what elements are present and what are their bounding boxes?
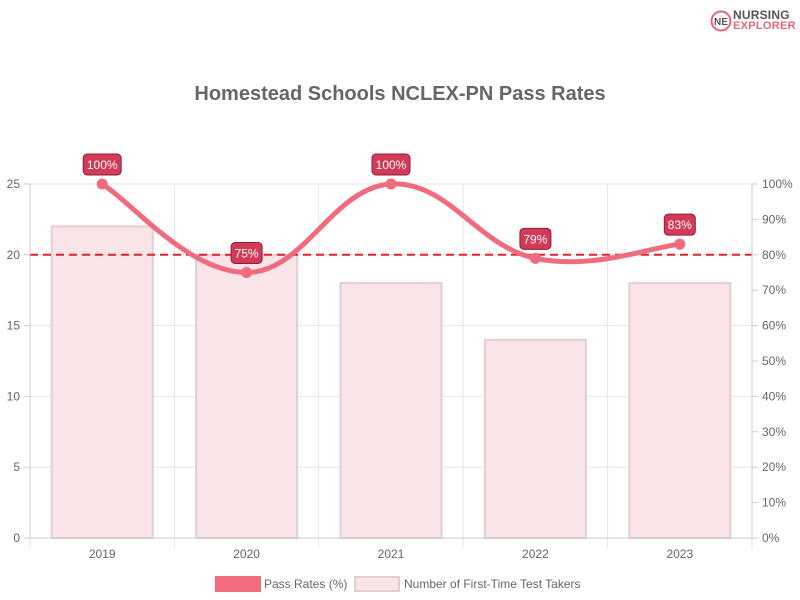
y-right-tick-label: 10% (762, 496, 786, 510)
data-label-badge (230, 242, 263, 264)
line-series (96, 178, 686, 278)
y-right-tick-label: 70% (762, 283, 786, 297)
brand-logo: NE NURSING EXPLORER (708, 6, 800, 38)
data-label-text: 75% (235, 247, 259, 261)
bar (195, 253, 299, 540)
line-point (529, 252, 541, 264)
y-right-tick-label: 80% (762, 248, 786, 262)
data-label-text: 100% (87, 158, 118, 172)
data-label: 100% (371, 153, 411, 176)
legend-item-test-takers[interactable]: Number of First-Time Test Takers (354, 576, 580, 592)
legend-label: Number of First-Time Test Takers (404, 577, 580, 591)
y-right-tick-label: 40% (762, 389, 786, 403)
data-label: 79% (519, 227, 552, 250)
nursing-explorer-logo-icon: NE (710, 10, 732, 32)
y-right-tick-label: 30% (762, 425, 786, 439)
data-label-badge (663, 213, 696, 236)
y-left-tick-label: 15 (7, 319, 21, 333)
x-tick-label: 2023 (666, 547, 693, 561)
legend-swatch-bar (354, 576, 400, 592)
y-left-tick-label: 5 (13, 460, 20, 474)
x-tick-label: 2022 (522, 547, 549, 561)
x-tick-label: 2021 (378, 547, 405, 561)
line-point (96, 178, 108, 190)
data-label-text: 79% (523, 232, 547, 246)
legend-item-pass-rates[interactable]: Pass Rates (%) (215, 576, 347, 592)
y-left-tick-label: 0 (13, 531, 20, 545)
y-right-tick-label: 60% (762, 319, 786, 333)
y-right-tick-label: 0% (762, 531, 780, 545)
data-label: 83% (663, 213, 696, 236)
line-point (241, 267, 253, 278)
y-right-tick-label: 100% (762, 177, 793, 191)
pass-rate-line (99, 181, 683, 275)
y-left-tick-label: 25 (7, 177, 21, 191)
data-label-badge (519, 227, 552, 250)
y-left-tick-label: 10 (7, 389, 21, 403)
line-point (674, 238, 686, 250)
bar (628, 282, 732, 539)
axes: 0 5 10 15 20 25 0% 10% 20% 30% 40% 50% 60% 70% 80% 90% 1… (7, 177, 793, 561)
bar (339, 282, 443, 539)
data-label-text: 100% (376, 158, 407, 172)
data-label: 75% (230, 242, 263, 264)
x-tick-label: 2020 (233, 547, 260, 561)
svg-text:NE: NE (714, 17, 728, 28)
data-label-badge (371, 153, 411, 176)
x-tick-label: 2019 (89, 547, 116, 561)
y-right-tick-label: 90% (762, 212, 786, 226)
legend: Pass Rates (%) Number of First-Time Test … (215, 576, 580, 592)
data-label: 100% (82, 153, 122, 176)
data-labels: 100% 75% 100% 79% 83% (82, 153, 696, 264)
legend-swatch-line (215, 576, 261, 592)
bar-series (50, 225, 732, 540)
bar (483, 338, 587, 540)
y-left-tick-label: 20 (7, 248, 21, 262)
brand-name-line1: NURSING (733, 8, 790, 22)
legend-label: Pass Rates (%) (264, 577, 347, 591)
data-label-badge (82, 153, 122, 176)
brand-name-line2: EXPLORER (733, 20, 796, 32)
chart-title: Homestead Schools NCLEX-PN Pass Rates (194, 83, 605, 105)
bar (50, 225, 154, 539)
data-label-text: 83% (668, 218, 692, 232)
line-point (385, 178, 397, 190)
y-right-tick-label: 50% (762, 354, 786, 368)
y-right-tick-label: 20% (762, 460, 786, 474)
